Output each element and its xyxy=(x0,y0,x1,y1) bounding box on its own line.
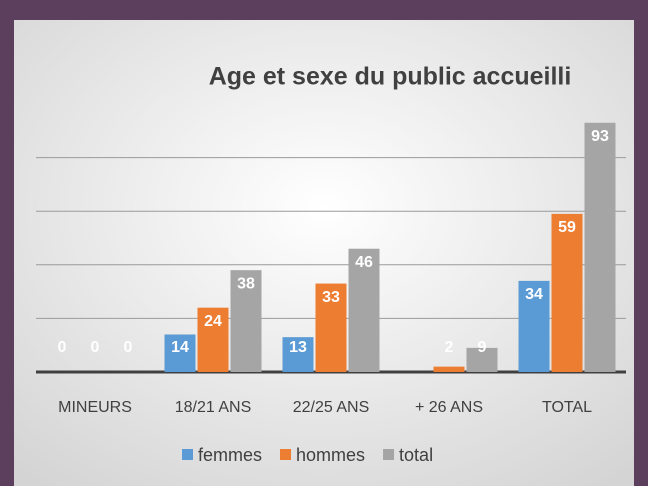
data-label: 34 xyxy=(525,286,543,303)
bar xyxy=(230,270,262,372)
data-label: 0 xyxy=(58,339,67,356)
data-label: 24 xyxy=(204,313,222,330)
bar xyxy=(433,366,465,372)
bar xyxy=(518,280,550,372)
bar xyxy=(282,337,314,372)
bar xyxy=(466,347,498,372)
x-tick-label: MINEURS xyxy=(58,399,132,416)
data-label: 0 xyxy=(91,339,100,356)
bar xyxy=(315,283,347,372)
bar xyxy=(164,334,196,372)
legend-swatch xyxy=(280,449,292,460)
data-label: 59 xyxy=(558,219,576,236)
data-label: 38 xyxy=(237,275,255,292)
data-label: 14 xyxy=(171,339,189,356)
data-label: 2 xyxy=(445,339,454,356)
x-tick-label: TOTAL xyxy=(542,399,592,416)
data-label: 46 xyxy=(355,254,373,271)
bar xyxy=(197,307,229,372)
data-label: 33 xyxy=(322,289,340,306)
x-tick-label: + 26 ANS xyxy=(415,399,483,416)
data-label: 9 xyxy=(478,339,487,356)
chart-title: Age et sexe du public accueilli xyxy=(209,63,572,91)
bar xyxy=(348,248,380,372)
bar xyxy=(584,122,616,372)
legend-label: hommes xyxy=(296,445,365,465)
panel xyxy=(14,20,634,486)
legend-label: femmes xyxy=(198,445,262,465)
data-label: 13 xyxy=(289,339,307,356)
legend-swatch xyxy=(182,449,193,460)
x-tick-label: 22/25 ANS xyxy=(293,399,370,416)
legend-label: total xyxy=(399,445,433,465)
x-tick-label: 18/21 ANS xyxy=(175,399,252,416)
data-label: 93 xyxy=(591,128,609,145)
legend-swatch xyxy=(383,449,395,460)
data-label: 0 xyxy=(124,339,133,356)
bar xyxy=(551,213,583,372)
